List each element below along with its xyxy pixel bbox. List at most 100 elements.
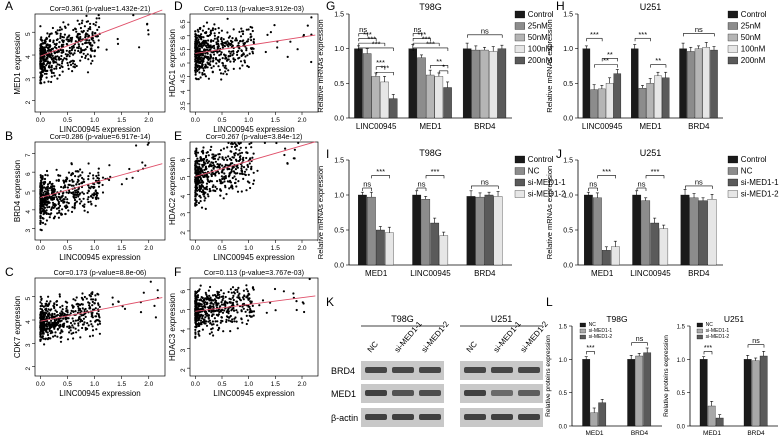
scatter-point [52,315,56,318]
scatter-point [44,181,47,184]
scatter-point [226,40,229,43]
scatter-point [46,304,49,307]
scatter-point [238,142,241,145]
legend-swatch [579,322,586,328]
scatter-point [86,71,90,74]
scatter-point [204,197,207,200]
scatter-point [197,201,201,205]
scatter-point [207,289,210,292]
y-tick-label: 0.5 [677,391,686,397]
scatter-point [216,324,219,327]
scatter-point [98,320,101,323]
bar [389,98,398,119]
y-axis-label: HDAC3 expression [168,293,177,361]
scatter-point [87,162,90,165]
bar [362,53,372,119]
legend-swatch [514,167,525,175]
scatter-point [146,143,149,146]
scatter-point [41,203,44,206]
scatter-point [59,32,62,36]
scatter-point [214,57,217,60]
scatter-point [198,41,201,44]
scatter-point [138,46,141,49]
scatter-point [87,200,90,204]
scatter-point [234,39,237,42]
significance-label: *** [417,30,426,39]
scatter-point [76,46,79,49]
scatter-point [231,318,234,321]
scatter-point [76,178,80,181]
scatter-point [215,187,218,190]
scatter-point [89,195,93,198]
scatter-point [220,40,223,43]
scatter-point [50,64,53,67]
scatter-point [200,206,204,209]
scatter-point [242,307,245,310]
significance-label: ns [363,180,371,189]
scatter-point [50,80,53,84]
scatter-point [46,49,49,52]
scatter-point [81,176,84,180]
scatter-point [217,328,220,332]
category-label: MED1 [585,430,603,437]
scatter-point [210,328,213,331]
legend-swatch [514,190,525,198]
x-tick-label: 1.5 [117,381,126,388]
scatter-point [197,38,200,41]
scatter-point [233,320,236,323]
bar [751,360,760,427]
scatter-point [211,71,214,74]
scatter-point [88,302,91,305]
legend-label: si-MED1-2 [528,190,566,199]
scatter-point [295,300,298,303]
scatter-point [220,175,223,178]
scatter-point [250,141,253,144]
scatter-point [55,310,59,313]
scatter-point [246,163,249,167]
panel-letter: G [326,0,335,13]
scatter-point [71,317,74,320]
scatter-point [50,212,53,215]
scatter-point [90,323,93,326]
scatter-point [144,164,147,167]
x-axis-label: LINC00945 expression [59,389,140,398]
scatter-point [81,49,84,52]
scatter-point [196,64,199,67]
legend-label: si-MED1-2 [589,334,613,340]
scatter-point [153,304,156,307]
y-tick-label: 7 [25,153,32,157]
scatter-point [55,300,59,303]
x-tick-label: 1.0 [90,117,99,124]
protein-band [392,367,414,373]
scatter-point [196,151,200,154]
scatter-point [216,180,219,183]
blot-row-label: BRD4 [331,366,355,376]
scatter-point [47,200,50,203]
scatter-point [222,158,226,161]
scatter-point [44,187,47,190]
y-tick-label: 6 [180,290,187,294]
scatter-point [240,54,243,58]
bar [590,89,598,119]
scatter-point [231,320,234,323]
scatter-point [194,172,197,175]
scatter-point [141,161,144,164]
scatter-point [223,175,226,178]
scatter-point [237,42,240,45]
bar [602,250,611,266]
scatter-point [198,65,201,68]
scatter-point [72,46,75,49]
scatter-point [66,309,69,312]
scatter-point [40,194,43,197]
scatter-point [60,319,63,322]
scatter-point [224,186,227,189]
scatter-point [56,63,59,66]
scatter-point [74,175,77,178]
significance-label: *** [376,167,385,176]
scatter-point [50,32,53,35]
scatter-point [97,26,101,29]
scatter-point [111,296,114,299]
scatter-point [206,61,209,64]
scatter-point [72,298,75,301]
scatter-point [194,44,197,47]
